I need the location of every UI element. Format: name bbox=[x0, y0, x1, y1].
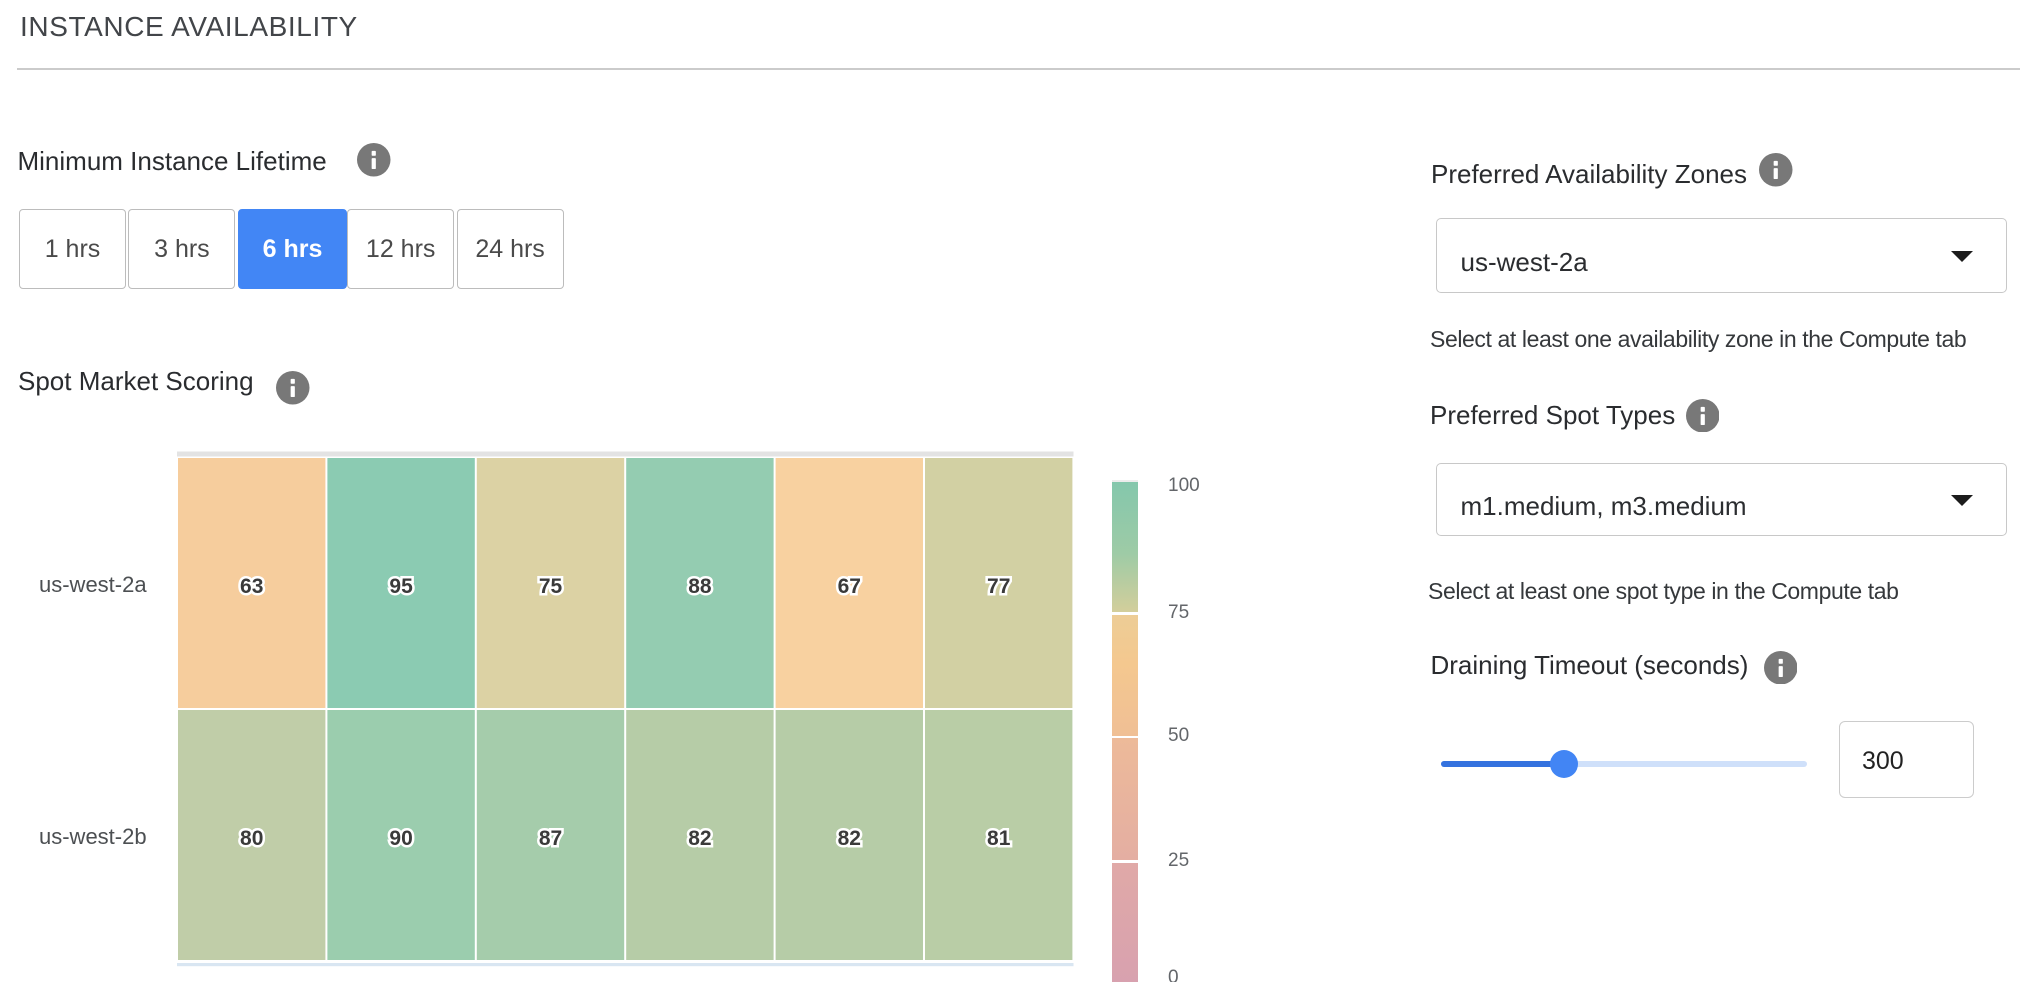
svg-text:87: 87 bbox=[539, 827, 562, 850]
svg-text:75: 75 bbox=[539, 575, 563, 598]
svg-text:90: 90 bbox=[389, 827, 412, 850]
svg-text:67: 67 bbox=[838, 575, 861, 598]
svg-text:77: 77 bbox=[987, 575, 1010, 598]
svg-text:82: 82 bbox=[838, 827, 861, 850]
svg-text:81: 81 bbox=[987, 827, 1011, 850]
svg-text:82: 82 bbox=[688, 827, 711, 850]
svg-text:95: 95 bbox=[389, 575, 413, 598]
svg-text:80: 80 bbox=[240, 827, 263, 850]
svg-text:63: 63 bbox=[240, 575, 263, 598]
svg-text:88: 88 bbox=[688, 575, 712, 598]
